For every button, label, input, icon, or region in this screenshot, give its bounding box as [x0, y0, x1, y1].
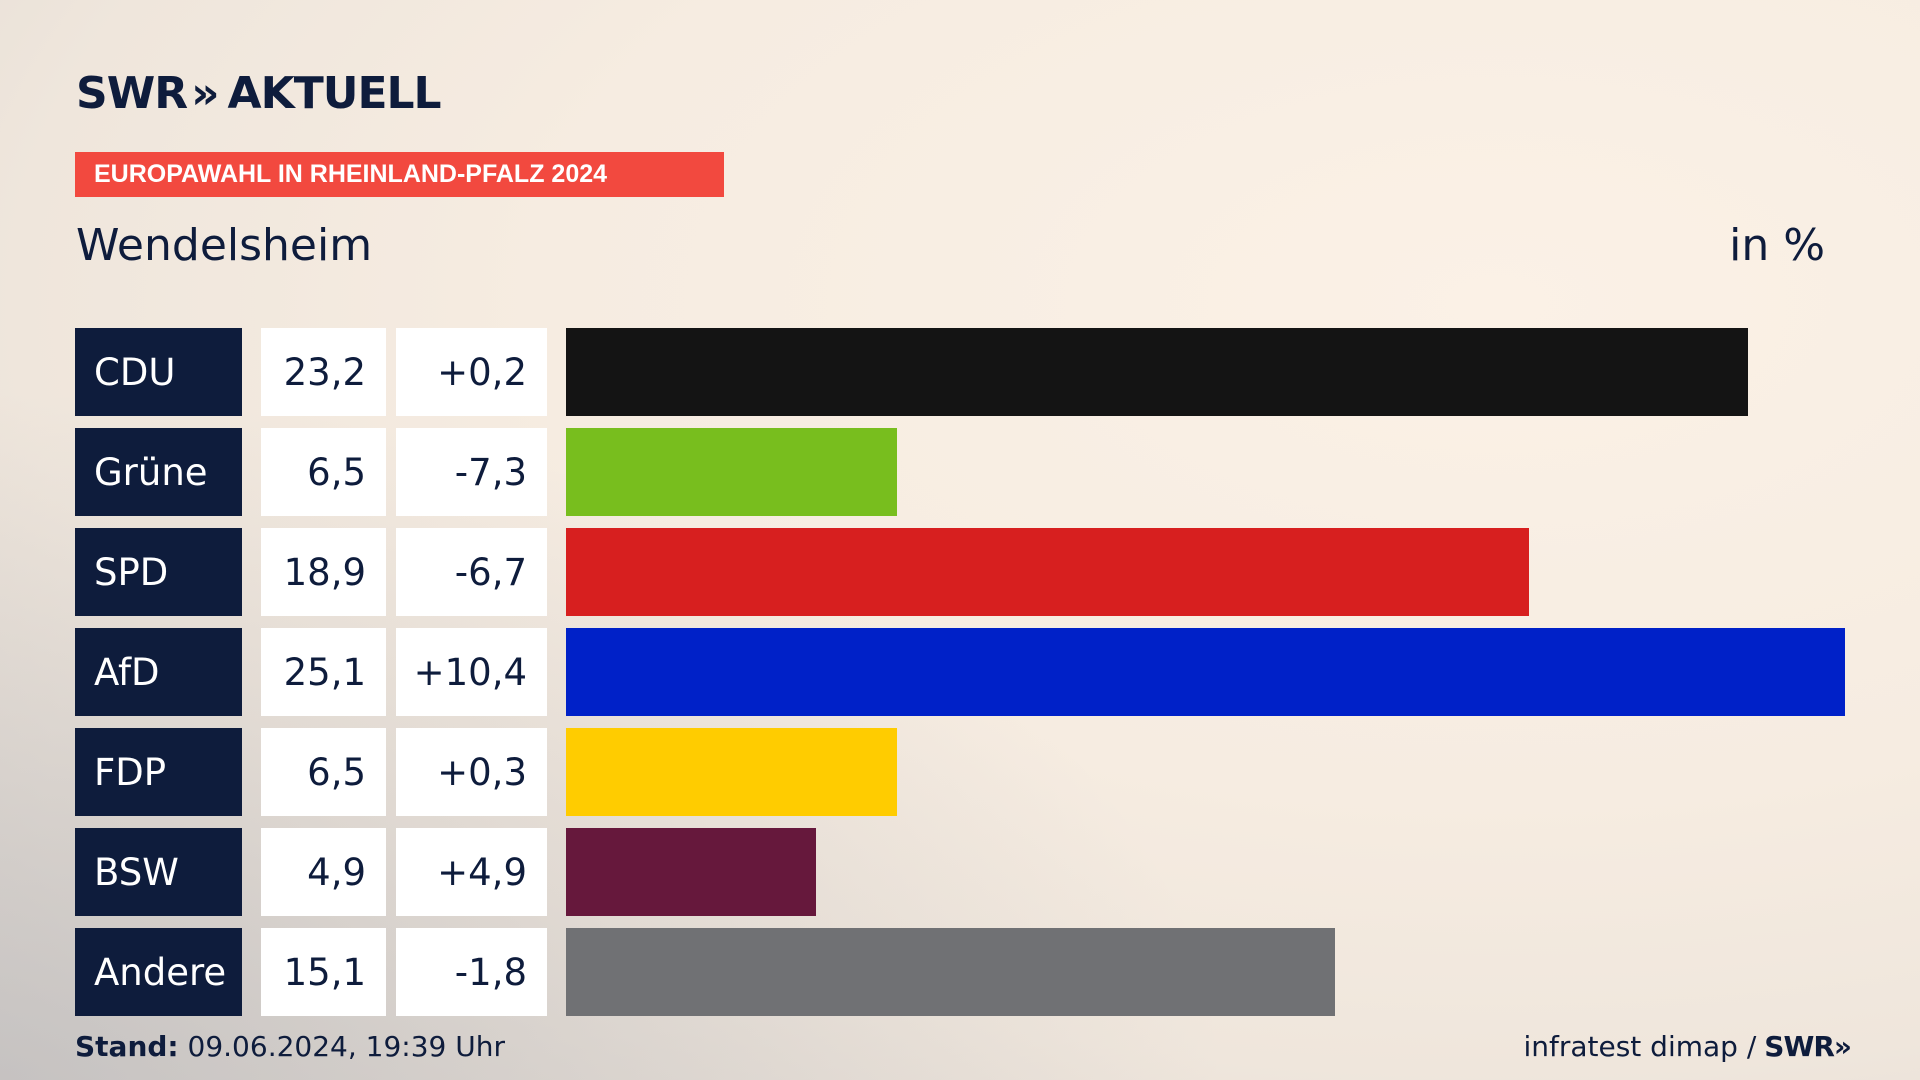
- result-row: FDP 6,5 +0,3: [0, 728, 1920, 816]
- result-bar: [566, 828, 816, 916]
- vote-share-change: -6,7: [396, 528, 547, 616]
- result-row: SPD 18,9 -6,7: [0, 528, 1920, 616]
- vote-share-value: 25,1: [261, 628, 386, 716]
- place-title: Wendelsheim: [76, 220, 373, 271]
- result-row: CDU 23,2 +0,2: [0, 328, 1920, 416]
- source-label: infratest dimap /: [1523, 1030, 1757, 1063]
- vote-share-change: -7,3: [396, 428, 547, 516]
- swr-aktuell-logo: SWR » AKTUELL: [76, 67, 442, 119]
- result-row: Andere 15,1 -1,8: [0, 928, 1920, 1016]
- vote-share-value: 23,2: [261, 328, 386, 416]
- election-banner: EUROPAWAHL IN RHEINLAND-PFALZ 2024: [75, 152, 724, 197]
- stand-label: Stand:: [75, 1030, 179, 1063]
- vote-share-change: -1,8: [396, 928, 547, 1016]
- party-label: BSW: [75, 828, 242, 916]
- vote-share-value: 18,9: [261, 528, 386, 616]
- source-credit: infratest dimap / SWR»: [1523, 1030, 1852, 1063]
- vote-share-value: 6,5: [261, 728, 386, 816]
- vote-share-change: +0,2: [396, 328, 547, 416]
- result-bar: [566, 728, 897, 816]
- result-row: Grüne 6,5 -7,3: [0, 428, 1920, 516]
- source-logo: SWR»: [1764, 1030, 1852, 1063]
- logo-arrows-icon: »: [191, 67, 220, 119]
- result-bar: [566, 428, 897, 516]
- vote-share-change: +4,9: [396, 828, 547, 916]
- party-label: SPD: [75, 528, 242, 616]
- timestamp: Stand: 09.06.2024, 19:39 Uhr: [75, 1030, 505, 1063]
- result-row: AfD 25,1 +10,4: [0, 628, 1920, 716]
- logo-product: AKTUELL: [227, 67, 442, 119]
- unit-label: in %: [1729, 220, 1825, 271]
- logo-brand: SWR: [76, 67, 188, 119]
- party-label: AfD: [75, 628, 242, 716]
- result-row: BSW 4,9 +4,9: [0, 828, 1920, 916]
- party-label: FDP: [75, 728, 242, 816]
- vote-share-change: +10,4: [396, 628, 547, 716]
- result-bar: [566, 928, 1335, 1016]
- party-label: Grüne: [75, 428, 242, 516]
- stand-value: 09.06.2024, 19:39 Uhr: [187, 1030, 505, 1063]
- party-label: Andere: [75, 928, 242, 1016]
- vote-share-change: +0,3: [396, 728, 547, 816]
- result-bar: [566, 328, 1748, 416]
- result-bar: [566, 528, 1529, 616]
- vote-share-value: 4,9: [261, 828, 386, 916]
- source-logo-brand: SWR: [1764, 1030, 1835, 1063]
- result-bar: [566, 628, 1845, 716]
- source-logo-arrows-icon: »: [1833, 1030, 1852, 1063]
- vote-share-value: 6,5: [261, 428, 386, 516]
- vote-share-value: 15,1: [261, 928, 386, 1016]
- party-label: CDU: [75, 328, 242, 416]
